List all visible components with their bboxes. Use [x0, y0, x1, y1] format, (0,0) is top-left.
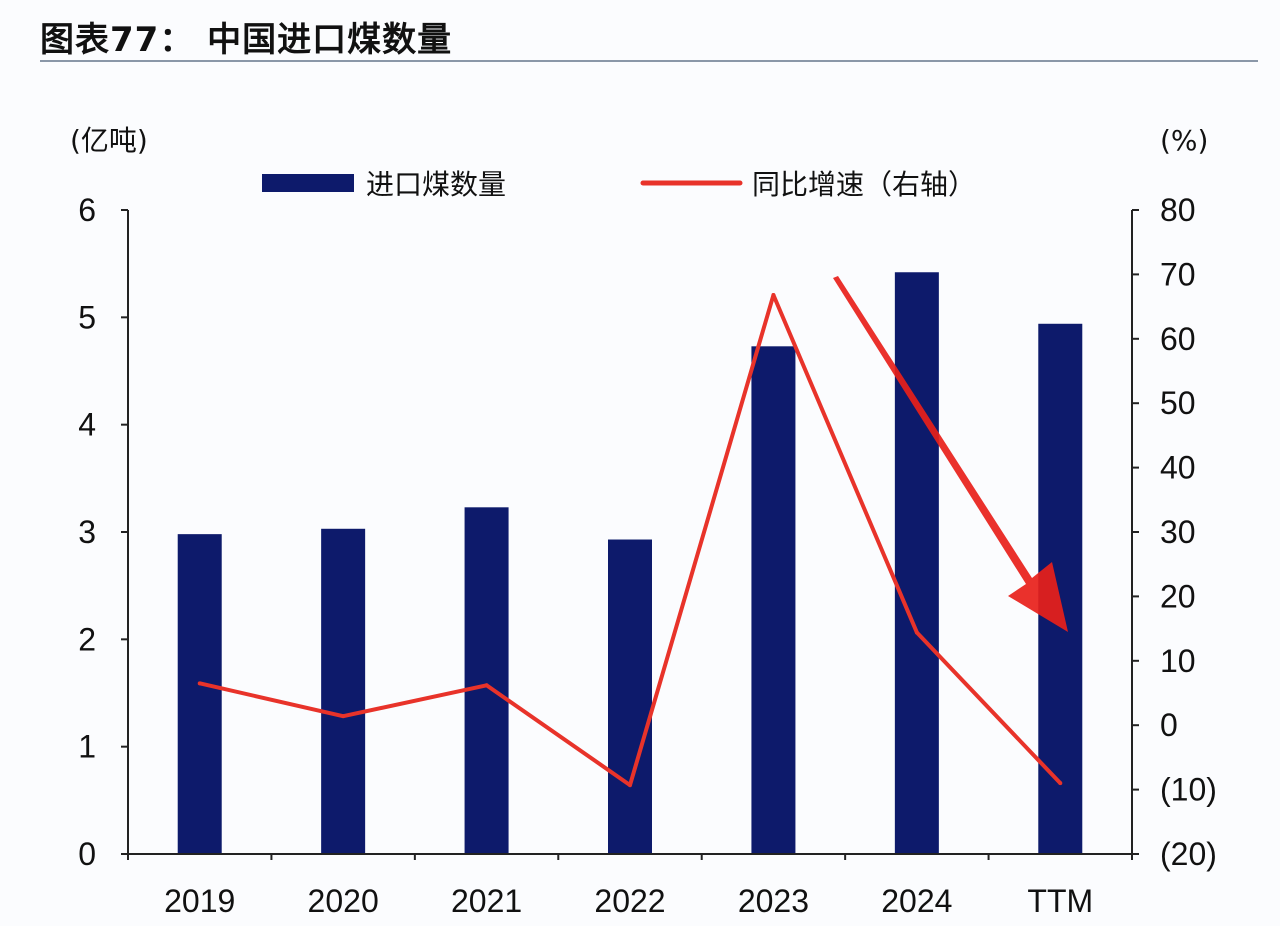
bar-2024 — [894, 272, 939, 855]
x-tick-label: TTM — [1027, 883, 1093, 919]
legend-bar-label: 进口煤数量 — [366, 168, 506, 201]
left-tick-label: 2 — [78, 621, 96, 657]
right-tick-label: 10 — [1160, 643, 1196, 679]
bar-2022 — [608, 539, 652, 854]
right-tick-label: 50 — [1160, 385, 1196, 421]
left-tick-label: 5 — [78, 299, 96, 335]
right-tick-label: 70 — [1160, 256, 1196, 292]
right-tick-label: 80 — [1160, 192, 1196, 228]
growth-point-2022 — [628, 783, 632, 788]
bar-2020 — [321, 528, 366, 854]
x-tick-label: 2020 — [308, 883, 379, 919]
left-tick-label: 6 — [78, 192, 96, 228]
growth-point-2020 — [341, 714, 346, 719]
annotation-arrow — [833, 276, 1068, 632]
right-tick-label: 30 — [1160, 514, 1196, 550]
chart-title: 图表77： 中国进口煤数量 — [40, 20, 453, 60]
left-tick-label: 0 — [78, 836, 96, 872]
growth-point-2021 — [484, 683, 489, 688]
right-axis-unit: (%) — [1160, 124, 1208, 157]
right-tick-label: (20) — [1160, 836, 1217, 872]
bar-2023 — [751, 346, 796, 854]
growth-point-2023 — [771, 293, 776, 298]
right-tick-label: 20 — [1160, 578, 1196, 614]
left-axis-unit: (亿吨) — [70, 124, 148, 157]
left-tick-label: 1 — [78, 729, 96, 765]
growth-point-2024 — [914, 630, 919, 635]
growth-point-2019 — [197, 681, 202, 686]
legend-bar-swatch — [262, 174, 354, 192]
bar-2019 — [177, 534, 222, 854]
x-tick-label: 2019 — [164, 883, 235, 919]
left-tick-label: 4 — [78, 407, 96, 443]
legend-line-label: 同比增速（右轴） — [752, 168, 976, 201]
x-tick-label: 2022 — [594, 883, 665, 919]
title-divider — [40, 60, 1258, 62]
growth-point-TTM — [1058, 781, 1063, 786]
right-tick-label: 60 — [1160, 321, 1196, 357]
right-tick-label: (10) — [1160, 772, 1217, 808]
right-tick-label: 0 — [1160, 707, 1178, 743]
x-tick-label: 2023 — [738, 883, 809, 919]
x-tick-label: 2024 — [881, 883, 952, 919]
right-tick-label: 40 — [1160, 450, 1196, 486]
x-tick-label: 2021 — [451, 883, 522, 919]
left-tick-label: 3 — [78, 514, 96, 550]
bar-2021 — [464, 507, 509, 854]
